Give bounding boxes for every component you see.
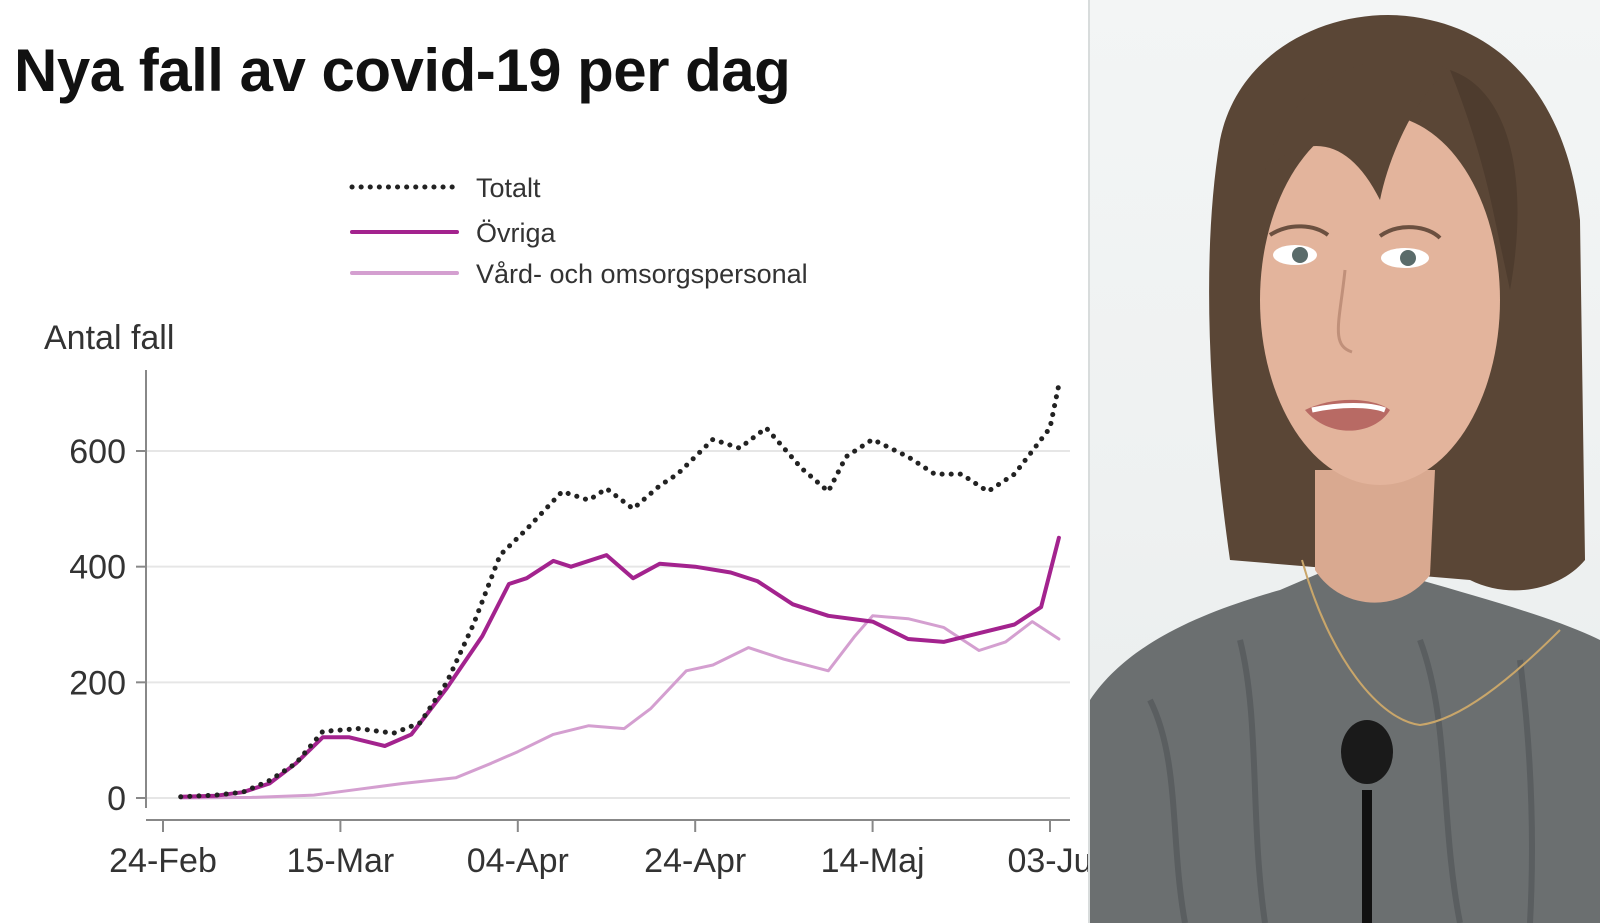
legend-label-0: Totalt <box>476 173 541 203</box>
series-line-2 <box>179 614 1061 800</box>
y-tick-label-400: 400 <box>69 549 126 587</box>
x-tick-label-0: 24-Feb <box>109 842 217 880</box>
x-tick-label-3: 24-Apr <box>644 842 746 880</box>
chart-title: Nya fall av covid-19 per dag <box>14 37 791 104</box>
y-tick-label-0: 0 <box>107 780 126 818</box>
x-tick-label-5: 03-Ju <box>1007 842 1090 880</box>
y-tick-label-600: 600 <box>69 433 126 471</box>
legend-label-1: Övriga <box>476 218 557 248</box>
speaker-video-panel <box>1090 0 1600 923</box>
panel-divider <box>1088 0 1091 923</box>
series-line-0 <box>178 382 1062 800</box>
chart-panel: Nya fall av covid-19 per dag 0 200 400 600 2… <box>14 37 1090 880</box>
legend-label-2: Vård- och omsorgspersonal <box>476 259 808 289</box>
series-line-1 <box>178 535 1061 799</box>
speaker-illustration <box>1090 15 1600 923</box>
x-tick-label-1: 15-Mar <box>287 842 395 880</box>
x-tick-label-4: 14-Maj <box>821 842 925 880</box>
x-tick-label-2: 04-Apr <box>467 842 569 880</box>
line-chart: 0 200 400 600 24-Feb 15-Mar 04-Apr 24-Apr 14-Maj… <box>44 173 1090 880</box>
y-tick-label-200: 200 <box>69 664 126 702</box>
y-axis-title: Antal fall <box>44 319 174 357</box>
